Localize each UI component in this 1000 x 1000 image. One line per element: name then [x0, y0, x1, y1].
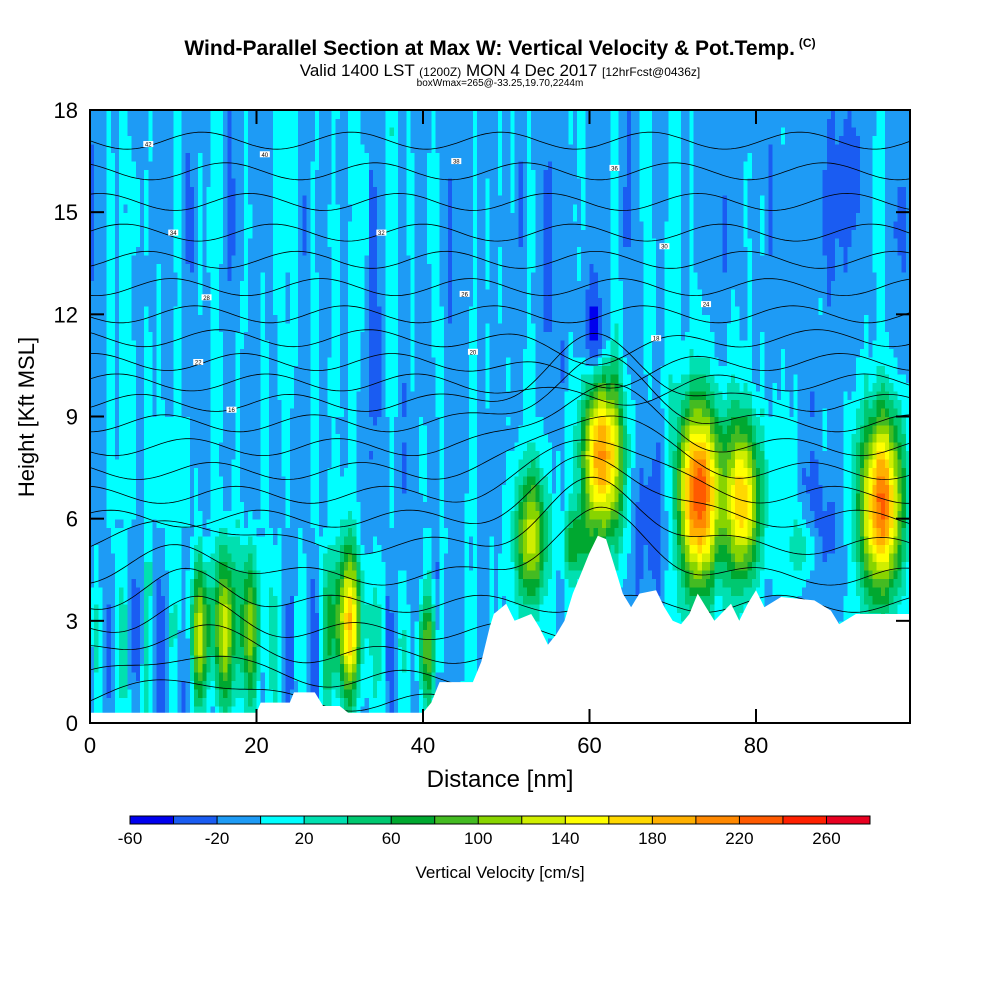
y-tick-label: 0: [66, 711, 78, 736]
theta-contour-line: [90, 354, 910, 433]
colorbar-swatch: [260, 816, 305, 824]
colorbar-tick-label: -20: [205, 829, 230, 848]
colorbar-tick-label: 260: [812, 829, 840, 848]
theta-contour-line: [90, 439, 910, 504]
theta-contour-line: [90, 278, 910, 297]
x-tick-label: 20: [244, 733, 268, 758]
colorbar-swatch: [695, 816, 740, 824]
contour-label: 26: [459, 290, 470, 298]
colorbar-tick-label: -60: [118, 829, 143, 848]
contour-label: 32: [376, 229, 387, 237]
x-tick-label: 80: [744, 733, 768, 758]
y-tick-label: 9: [66, 405, 78, 430]
colorbar-swatch: [782, 816, 827, 824]
colorbar: -60 -20 20 60 100 140 180 220 260: [118, 815, 871, 848]
contour-label: 20: [467, 348, 478, 356]
colorbar-swatch: [434, 816, 479, 824]
x-tick-label: 0: [84, 733, 96, 758]
contour-label: 24: [701, 301, 712, 309]
contour-label: 18: [651, 335, 662, 343]
theta-contour-line: [90, 455, 910, 528]
y-tick-label: 15: [54, 200, 78, 225]
chart-subtitle: Valid 1400 LST (1200Z) MON 4 Dec 2017 [1…: [299, 61, 701, 80]
theta-contour-line: [90, 383, 910, 457]
colorbar-swatch: [826, 816, 871, 824]
contour-label: 30: [659, 243, 670, 251]
colorbar-swatch: [521, 816, 566, 824]
contour-label: 40: [259, 151, 270, 159]
colorbar-tick-label: 20: [295, 829, 314, 848]
theta-contour-line: [90, 329, 910, 366]
chart-title: Wind-Parallel Section at Max W: Vertical…: [184, 36, 816, 60]
colorbar-swatch: [478, 816, 523, 824]
theta-contour-line: [90, 506, 910, 586]
colorbar-swatch: [739, 816, 784, 824]
box-info: boxWmax=265@-33.25,19.70,2244m: [416, 78, 584, 89]
contour-label: 28: [201, 294, 212, 302]
colorbar-tick-label: 100: [464, 829, 492, 848]
theta-contour-line: [90, 373, 910, 406]
y-tick-label: 3: [66, 609, 78, 634]
contour-label: 38: [451, 158, 462, 166]
contour-label: 16: [226, 406, 237, 414]
theta-contour-line: [90, 305, 910, 324]
contour-label: 36: [609, 164, 620, 172]
colorbar-tick-label: 60: [382, 829, 401, 848]
colorbar-tick-label: 180: [638, 829, 666, 848]
colorbar-title: Vertical Velocity [cm/s]: [415, 863, 585, 882]
colorbar-swatch: [130, 816, 175, 824]
theta-contour-line: [90, 131, 910, 150]
colorbar-swatch: [652, 816, 697, 824]
theta-contour-line: [90, 192, 910, 211]
theta-contour-line: [90, 353, 910, 389]
theta-contour-line: [90, 567, 910, 613]
colorbar-swatch: [304, 816, 349, 824]
theta-contour-line: [90, 476, 910, 555]
x-tick-label: 60: [577, 733, 601, 758]
contour-label: 22: [193, 359, 204, 367]
colorbar-tick-label: 140: [551, 829, 579, 848]
contour-label: 34: [168, 229, 179, 237]
y-axis-label: Height [Kft MSL]: [14, 336, 39, 498]
colorbar-swatch: [347, 816, 392, 824]
y-tick-label: 6: [66, 507, 78, 532]
velocity-field: [90, 110, 910, 723]
theta-contour-line: [90, 223, 910, 242]
contour-label: 42: [143, 141, 154, 149]
theta-contour-line: [90, 250, 910, 269]
theta-contour-line: [90, 162, 910, 181]
x-axis-label: Distance [nm]: [426, 766, 574, 793]
y-tick-label: 18: [54, 98, 78, 123]
colorbar-swatch: [217, 816, 262, 824]
x-tick-label: 40: [411, 733, 435, 758]
colorbar-swatch: [608, 816, 653, 824]
theta-contour-line: [90, 415, 910, 480]
colorbar-tick-label: 220: [725, 829, 753, 848]
y-tick-label: 12: [54, 302, 78, 327]
colorbar-swatch: [565, 816, 610, 824]
terrain: [90, 535, 910, 723]
colorbar-swatch: [173, 816, 218, 824]
colorbar-swatch: [391, 816, 436, 824]
